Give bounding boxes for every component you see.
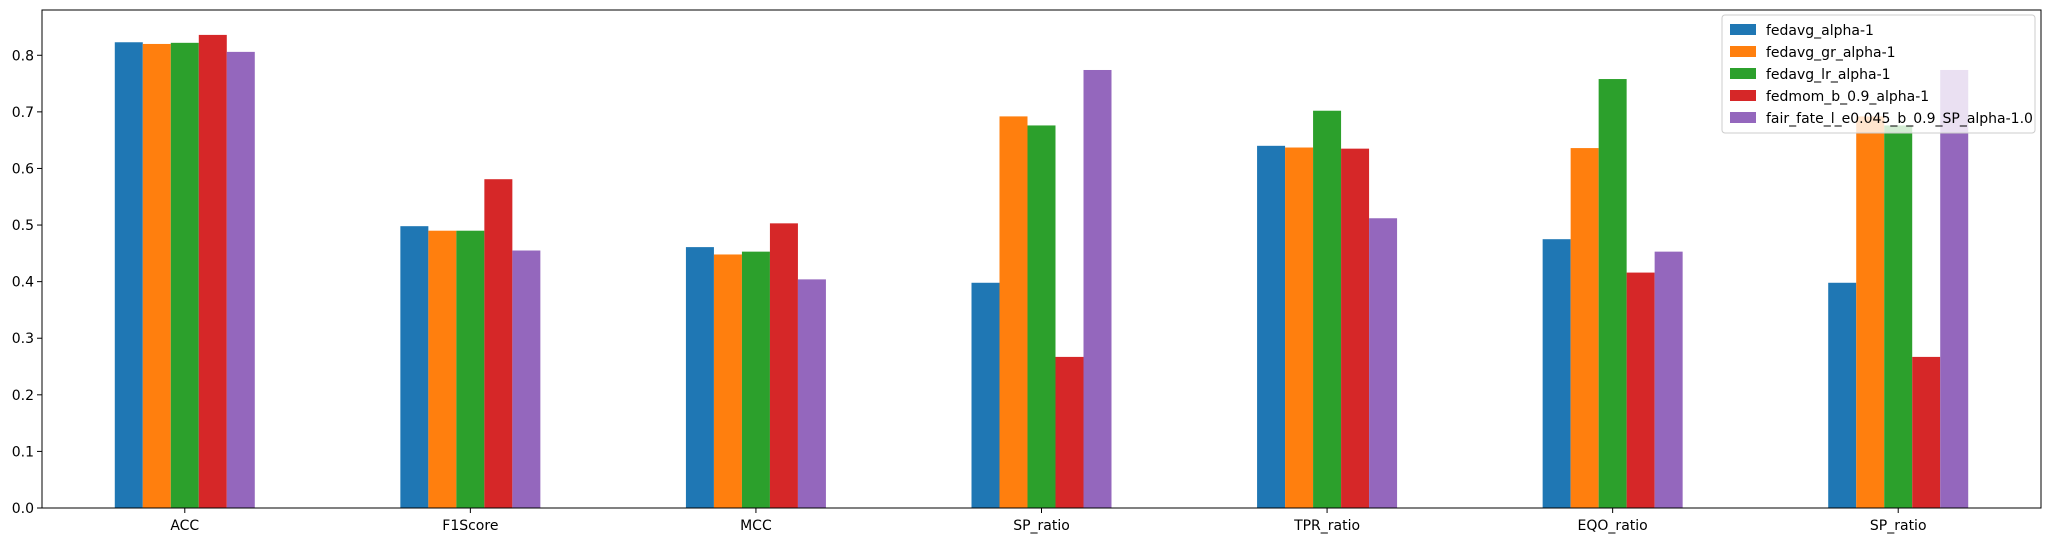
bar	[1912, 356, 1941, 508]
bar	[170, 42, 199, 509]
bar	[685, 247, 714, 508]
bar	[484, 179, 513, 508]
x-tick-label: TPR_ratio	[1293, 518, 1360, 534]
bar	[1598, 79, 1627, 509]
bar	[400, 226, 429, 508]
x-tick-label: MCC	[740, 518, 772, 534]
y-tick-label: 0.1	[12, 444, 34, 460]
axes-layer: 0.0 0.1 0.2 0.3 0.4 0.5 0.6 0.7 0.8 ACC F1Score MCC…	[12, 9, 2042, 534]
bar	[971, 282, 1000, 508]
bar	[1257, 145, 1286, 508]
bar	[1884, 125, 1913, 508]
bar	[226, 51, 255, 509]
bar	[1341, 148, 1370, 509]
legend: fedavg_alpha-1 fedavg_gr_alpha-1 fedavg_lr…	[1721, 14, 2036, 134]
legend-label: fedmom_b_0.9_alpha-1	[1766, 89, 1929, 105]
bar	[1654, 251, 1683, 508]
bar	[1055, 356, 1084, 508]
bar-group	[1257, 110, 1398, 509]
legend-label: fedavg_alpha-1	[1766, 23, 1874, 39]
bar	[456, 230, 485, 509]
bar	[1083, 69, 1112, 509]
x-tick-label: ACC	[170, 518, 199, 534]
bar	[1027, 125, 1056, 508]
bar	[1285, 147, 1314, 508]
legend-swatch	[1730, 68, 1756, 79]
bar	[428, 230, 457, 509]
legend-swatch	[1730, 90, 1756, 101]
legend-label: fedavg_lr_alpha-1	[1766, 67, 1891, 83]
bar	[1570, 148, 1599, 508]
bar-group	[1542, 79, 1683, 509]
bar-group	[114, 34, 255, 509]
y-tick-label: 0.8	[12, 48, 34, 64]
bar	[741, 251, 770, 508]
y-tick-label: 0.7	[12, 105, 34, 121]
bar	[1940, 69, 1969, 509]
y-tick-label: 0.3	[12, 331, 34, 347]
y-tick-label: 0.2	[12, 388, 34, 404]
bar-group	[685, 223, 826, 509]
bar	[999, 116, 1028, 509]
bar	[1856, 116, 1885, 509]
bar	[1542, 239, 1571, 508]
legend-label: fair_fate_l_e0.045_b_0.9_SP_alpha-1.0	[1766, 111, 2033, 127]
legend-box	[1721, 14, 2036, 134]
y-tick-label: 0.6	[12, 161, 34, 177]
bar	[198, 34, 227, 509]
bar-group	[400, 179, 541, 509]
legend-label: fedavg_gr_alpha-1	[1766, 45, 1896, 61]
bars-layer	[114, 34, 1969, 509]
bar	[1369, 218, 1398, 508]
legend-swatch	[1730, 46, 1756, 57]
legend-swatch	[1730, 24, 1756, 35]
y-tick-label: 0.5	[12, 218, 34, 234]
bar	[114, 42, 143, 509]
x-tick-label: F1Score	[442, 518, 498, 534]
bar	[1626, 272, 1655, 508]
bar	[769, 223, 798, 509]
y-tick-label: 0.4	[12, 275, 34, 291]
y-tick-label: 0.0	[12, 501, 34, 517]
x-tick-label: EQO_ratio	[1578, 518, 1648, 534]
bar	[713, 254, 742, 508]
x-tick-label: SP_ratio	[1013, 518, 1070, 534]
bar	[142, 43, 171, 509]
bar	[797, 279, 826, 508]
bar	[1828, 282, 1857, 508]
bar-group	[1828, 69, 1969, 509]
legend-swatch	[1730, 112, 1756, 123]
x-tick-label: SP_ratio	[1870, 518, 1927, 534]
bar-group	[971, 69, 1112, 509]
bar	[512, 250, 541, 509]
bar	[1313, 110, 1342, 509]
